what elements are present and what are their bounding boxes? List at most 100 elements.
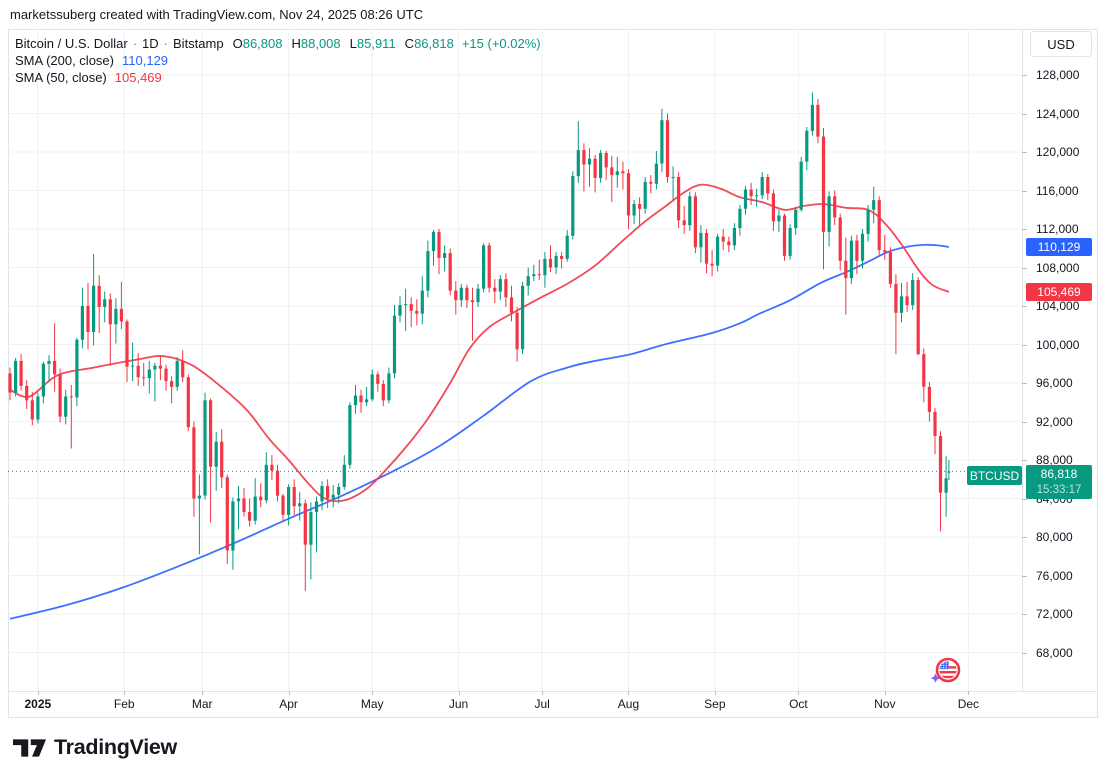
chart-legend: Bitcoin / U.S. Dollar · 1D · Bitstamp O86,808… bbox=[15, 35, 541, 86]
price-axis-label: 72,000 bbox=[1036, 607, 1073, 621]
close-letter: C bbox=[404, 36, 415, 51]
time-axis-tick bbox=[884, 691, 886, 695]
price-axis-label: 112,000 bbox=[1036, 222, 1079, 236]
price-axis-tick bbox=[1022, 152, 1027, 153]
high-letter: H bbox=[291, 36, 301, 51]
close-value: 86,818 bbox=[414, 36, 454, 51]
time-axis-label: Nov bbox=[874, 697, 896, 711]
time-axis-tick bbox=[628, 691, 630, 695]
time-axis-label: Dec bbox=[957, 697, 980, 711]
candles-series bbox=[8, 92, 951, 591]
time-axis-tick bbox=[372, 691, 374, 695]
bar-countdown: 15:33:17 bbox=[1036, 484, 1082, 497]
time-axis-label: Mar bbox=[191, 697, 213, 711]
time-axis-label: Oct bbox=[789, 697, 808, 711]
price-axis-label: 100,000 bbox=[1036, 337, 1080, 352]
price-chart-canvas[interactable] bbox=[8, 29, 1022, 691]
time-axis-tick bbox=[288, 691, 290, 695]
high-value: 88,008 bbox=[300, 36, 341, 51]
open-value: 86,808 bbox=[242, 36, 283, 51]
attribution-text: marketssuberg created with TradingView.c… bbox=[10, 7, 424, 22]
exchange-label[interactable]: Bitstamp bbox=[173, 36, 224, 51]
sma50-line[interactable] bbox=[9, 183, 950, 503]
time-axis-label: Aug bbox=[617, 697, 640, 711]
price-axis-tick bbox=[1022, 460, 1027, 461]
price-axis-tick bbox=[1022, 421, 1027, 423]
sma200-label[interactable]: SMA (200, close) bbox=[15, 53, 114, 68]
price-axis-label: 104,000 bbox=[1036, 299, 1080, 313]
price-axis-tick bbox=[1022, 383, 1027, 384]
legend-separator: · bbox=[132, 36, 138, 51]
sma200-price-badge: 110,129 bbox=[1026, 238, 1092, 256]
time-axis-tick bbox=[798, 691, 800, 695]
time-axis-tick bbox=[542, 691, 544, 695]
time-axis-label: Jul bbox=[534, 697, 550, 711]
low-value: 85,911 bbox=[356, 36, 396, 51]
time-axis-tick bbox=[458, 691, 460, 695]
last-price-badge: 86,818 15:33:17 bbox=[1026, 465, 1092, 500]
sma50-value: 105,469 bbox=[114, 70, 162, 85]
price-axis-label: 108,000 bbox=[1036, 260, 1080, 275]
time-axis-tick bbox=[968, 691, 970, 695]
symbol-price-tag: BTCUSD bbox=[967, 466, 1022, 486]
legend-separator: · bbox=[163, 36, 169, 51]
price-axis-separator bbox=[1022, 29, 1023, 691]
symbol-title[interactable]: Bitcoin / U.S. Dollar bbox=[15, 36, 128, 51]
time-axis-tick bbox=[37, 691, 39, 695]
price-axis-label: 128,000 bbox=[1036, 68, 1080, 82]
price-axis-tick bbox=[1022, 229, 1027, 230]
price-axis-label: 68,000 bbox=[1036, 645, 1073, 660]
sparkle-icon bbox=[930, 673, 941, 683]
price-axis-tick bbox=[1022, 75, 1027, 76]
legend-sma200-row: SMA (200, close) 110,129 bbox=[15, 52, 541, 69]
time-axis-label: 2025 bbox=[24, 697, 52, 711]
interval-label[interactable]: 1D bbox=[142, 36, 159, 51]
price-axis-label: 96,000 bbox=[1036, 376, 1073, 390]
tradingview-logo[interactable]: TradingView bbox=[13, 735, 177, 760]
price-axis-label: 124,000 bbox=[1036, 106, 1080, 121]
legend-sma50-row: SMA (50, close) 105,469 bbox=[15, 69, 541, 86]
price-axis-label: 116,000 bbox=[1036, 183, 1079, 198]
currency-unit-button[interactable]: USD bbox=[1030, 31, 1092, 57]
time-axis-label: May bbox=[360, 697, 384, 711]
price-axis-label: 92,000 bbox=[1036, 414, 1073, 429]
sma200-line[interactable] bbox=[9, 243, 950, 620]
time-axis-separator bbox=[8, 691, 1098, 692]
sma50-label[interactable]: SMA (50, close) bbox=[15, 70, 107, 85]
time-axis-label: Apr bbox=[279, 697, 298, 711]
price-axis[interactable]: 68,00072,00076,00080,00084,00088,00092,0… bbox=[1022, 29, 1107, 691]
price-axis-tick bbox=[1022, 344, 1027, 346]
low-letter: L bbox=[349, 36, 357, 51]
last-price-value: 86,818 bbox=[1040, 467, 1078, 482]
economic-calendar-flag-icon[interactable] bbox=[930, 655, 964, 689]
grid-lines bbox=[8, 29, 1022, 691]
price-axis-tick bbox=[1022, 306, 1027, 307]
price-axis-tick bbox=[1022, 498, 1027, 500]
price-axis-tick bbox=[1022, 575, 1027, 577]
price-axis-tick bbox=[1022, 267, 1027, 269]
price-axis-tick bbox=[1022, 190, 1027, 192]
open-letter: O bbox=[232, 36, 243, 51]
price-axis-label: 80,000 bbox=[1036, 530, 1073, 544]
price-axis-tick bbox=[1022, 652, 1027, 654]
time-axis-tick bbox=[714, 691, 716, 695]
price-axis-label: 120,000 bbox=[1036, 145, 1080, 159]
price-axis-tick bbox=[1022, 537, 1027, 538]
price-axis-tick bbox=[1022, 614, 1027, 615]
price-axis-label: 88,000 bbox=[1036, 453, 1073, 467]
time-axis-label: Sep bbox=[704, 697, 726, 711]
time-axis-tick bbox=[202, 691, 204, 695]
time-axis-label: Feb bbox=[113, 697, 135, 711]
sma50-price-badge: 105,469 bbox=[1026, 282, 1092, 301]
tradingview-logo-text: TradingView bbox=[54, 735, 177, 759]
time-axis-label: Jun bbox=[448, 697, 469, 711]
change-value: +15 (+0.02%) bbox=[461, 36, 541, 51]
time-axis[interactable]: 2025 Feb Mar Apr May Jun Jul Aug Sep Oct Nov Dec bbox=[8, 691, 1022, 718]
price-axis-label: 76,000 bbox=[1036, 568, 1073, 583]
price-axis-tick bbox=[1022, 113, 1027, 115]
sma200-value: 110,129 bbox=[122, 53, 169, 68]
tradingview-logo-mark-icon bbox=[13, 738, 46, 757]
time-axis-tick bbox=[124, 691, 126, 695]
legend-symbol-row: Bitcoin / U.S. Dollar · 1D · Bitstamp O86,808… bbox=[15, 35, 541, 52]
